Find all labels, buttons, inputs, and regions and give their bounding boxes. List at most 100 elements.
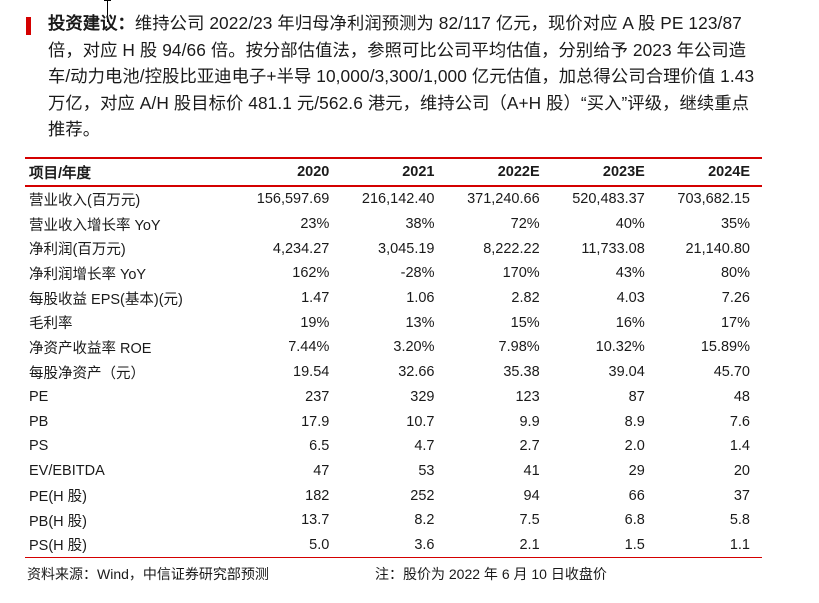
column-header: 项目/年度 — [29, 165, 92, 182]
row-label: 净利润(百万元) — [29, 242, 126, 259]
cell-value: 35.38 — [503, 364, 540, 381]
table-row: 营业收入(百万元) 156,597.69 216,142.40 371,240.66 5… — [25, 186, 762, 212]
cell-value: 1.47 — [301, 290, 330, 307]
cell-value: 7.6 — [729, 413, 750, 430]
cell-value: 162% — [292, 265, 330, 282]
cell-value: 1.1 — [729, 536, 750, 553]
cell-value: 6.5 — [309, 438, 330, 455]
cell-value: 170% — [502, 265, 540, 282]
row-label: 毛利率 — [29, 316, 73, 333]
cell-value: 216,142.40 — [361, 191, 435, 208]
cell-value: 3,045.19 — [378, 240, 435, 257]
cell-value: 4.7 — [414, 438, 435, 455]
cell-value: 35% — [720, 216, 750, 233]
cell-value: 13% — [405, 314, 435, 331]
financial-table: 项目/年度 2020 2021 2022E 2023E 2024E 营业收入(百万元) 15… — [25, 157, 762, 558]
table-row: 毛利率 19% 13% 15% 16% 17% — [25, 310, 762, 335]
cell-value: 45.70 — [713, 364, 750, 381]
cell-value: 32.66 — [398, 364, 435, 381]
cell-value: 182 — [305, 487, 330, 504]
column-header: 2020 — [297, 164, 330, 180]
cell-value: 7.26 — [721, 290, 750, 307]
cell-value: 80% — [720, 265, 750, 282]
table-row: PB(H 股) 13.7 8.2 7.5 6.8 5.8 — [25, 508, 762, 533]
cell-value: 252 — [410, 487, 435, 504]
cell-value: 5.8 — [729, 512, 750, 529]
cell-value: 17% — [720, 314, 750, 331]
cell-value: 15% — [510, 314, 540, 331]
row-label: PS — [29, 438, 49, 455]
cell-value: 39.04 — [608, 364, 645, 381]
cell-value: 5.0 — [309, 536, 330, 553]
column-header: 2024E — [708, 164, 750, 180]
row-label: PS(H 股) — [29, 538, 87, 555]
cell-value: 47 — [313, 462, 330, 479]
row-label: 每股收益 EPS(基本)(元) — [29, 291, 183, 308]
row-label: EV/EBITDA — [29, 462, 105, 479]
cell-value: 29 — [628, 462, 645, 479]
cell-value: 2.7 — [519, 438, 540, 455]
cell-value: 371,240.66 — [467, 191, 540, 208]
cell-value: 48 — [733, 388, 750, 405]
table-row: 每股净资产（元） 19.54 32.66 35.38 39.04 45.70 — [25, 360, 762, 385]
table-header: 项目/年度 2020 2021 2022E 2023E 2024E — [25, 158, 762, 186]
table-row: 净利润增长率 YoY 162% -28% 170% 43% 80% — [25, 261, 762, 286]
cell-value: 10.7 — [406, 413, 435, 430]
cell-value: 8,222.22 — [483, 240, 540, 257]
recommendation-label: 投资建议： — [48, 13, 135, 33]
cell-value: 94 — [523, 487, 540, 504]
cell-value: 9.9 — [519, 413, 540, 430]
table-row: 净资产收益率 ROE 7.44% 3.20% 7.98% 10.32% 15.89% — [25, 335, 762, 360]
cell-value: 87 — [628, 388, 645, 405]
text-cursor-icon — [104, 0, 111, 22]
cell-value: 38% — [405, 216, 435, 233]
cell-value: 156,597.69 — [256, 191, 330, 208]
cell-value: 43% — [615, 265, 645, 282]
cell-value: 1.4 — [729, 438, 750, 455]
cell-value: 1.5 — [624, 536, 645, 553]
cell-value: 703,682.15 — [677, 191, 750, 208]
source-note: 资料来源：Wind，中信证券研究部预测 — [27, 566, 269, 582]
row-label: 营业收入增长率 YoY — [29, 217, 161, 234]
cell-value: 329 — [410, 388, 435, 405]
cell-value: 8.9 — [624, 413, 645, 430]
table-row: 净利润(百万元) 4,234.27 3,045.19 8,222.22 11,733.0… — [25, 236, 762, 261]
table-row: PB 17.9 10.7 9.9 8.9 7.6 — [25, 409, 762, 434]
cell-value: 1.06 — [406, 290, 435, 307]
cell-value: 7.5 — [519, 512, 540, 529]
cell-value: -28% — [400, 265, 435, 282]
row-label: PB(H 股) — [29, 513, 87, 530]
cell-value: 4,234.27 — [272, 240, 330, 257]
cell-value: 53 — [418, 462, 435, 479]
table-row: PE(H 股) 182 252 94 66 37 — [25, 483, 762, 508]
cell-value: 10.32% — [595, 339, 645, 356]
column-header: 2021 — [402, 164, 435, 180]
cell-value: 6.8 — [624, 512, 645, 529]
cell-value: 8.2 — [414, 512, 435, 529]
cell-value: 21,140.80 — [685, 240, 750, 257]
investment-recommendation: 投资建议：维持公司 2022/23 年归母净利润预测为 82/117 亿元，现价… — [48, 10, 763, 143]
cell-value: 41 — [523, 462, 540, 479]
row-label: PE(H 股) — [29, 489, 87, 506]
cell-value: 7.98% — [498, 339, 540, 356]
cell-value: 72% — [510, 216, 540, 233]
table-row: PS 6.5 4.7 2.7 2.0 1.4 — [25, 434, 762, 459]
section-marker — [26, 17, 31, 35]
row-label: 净资产收益率 ROE — [29, 340, 152, 357]
table-row: PS(H 股) 5.0 3.6 2.1 1.5 1.1 — [25, 533, 762, 558]
cell-value: 37 — [733, 487, 750, 504]
cell-value: 3.6 — [414, 536, 435, 553]
cell-value: 4.03 — [616, 290, 645, 307]
column-header: 2022E — [497, 164, 540, 180]
cell-value: 13.7 — [301, 512, 330, 529]
cell-value: 11,733.08 — [581, 240, 645, 257]
cell-value: 16% — [615, 314, 645, 331]
table-row: 每股收益 EPS(基本)(元) 1.47 1.06 2.82 4.03 7.26 — [25, 286, 762, 311]
row-label: 营业收入(百万元) — [29, 192, 141, 209]
cell-value: 237 — [305, 388, 330, 405]
cell-value: 2.82 — [511, 290, 540, 307]
row-label: PB — [29, 413, 49, 430]
column-header: 2023E — [602, 164, 645, 180]
price-note: 注：股价为 2022 年 6 月 10 日收盘价 — [375, 566, 607, 582]
cell-value: 7.44% — [288, 339, 330, 356]
